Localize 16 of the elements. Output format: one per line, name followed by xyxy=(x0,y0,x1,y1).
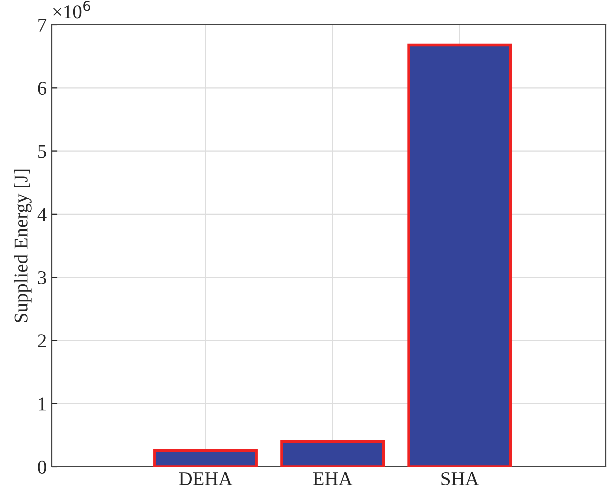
y-tick-label: 2 xyxy=(38,334,46,348)
x-tick-label: DEHA xyxy=(179,472,233,486)
text: ×10$^{6}$ xyxy=(54,0,90,19)
y-tick-label: 7 xyxy=(38,19,47,32)
y-tick-label: 5 xyxy=(38,145,46,158)
y-tick-label: 4 xyxy=(38,208,47,222)
y-tick-label: 3 xyxy=(38,271,46,285)
bar xyxy=(280,440,386,467)
x-tick-label: SHA xyxy=(442,472,480,486)
bar xyxy=(154,449,258,467)
y-tick-label: 0 xyxy=(38,460,46,474)
y-tick-label: 6 xyxy=(38,82,47,96)
y-axis-title: Supplied Energy [J] xyxy=(14,170,32,322)
x-tick-label: EHA xyxy=(313,472,353,486)
bar xyxy=(408,44,512,467)
y-tick-label: 1 xyxy=(39,398,46,411)
